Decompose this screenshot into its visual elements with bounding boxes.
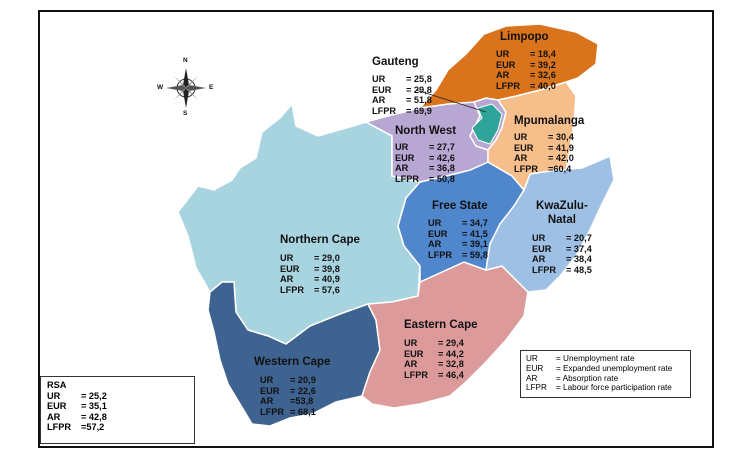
- stat-row: EUR = 22,6: [260, 385, 316, 396]
- stat-row: LFPR =60,4: [514, 163, 572, 174]
- stat-row: UR = 29,4: [404, 338, 464, 348]
- stat-row: EUR = 37,4: [532, 243, 592, 254]
- stat-row: AR = 42,0: [514, 153, 574, 164]
- legend-item: LFPR = Labour force participation rate: [526, 383, 672, 393]
- province-name: Gauteng: [372, 56, 419, 68]
- stat-row: UR = 27,7: [395, 142, 455, 152]
- stat-row: LFPR = 50,8: [395, 173, 455, 184]
- stat-row: UR = 20,9: [260, 375, 316, 385]
- province-stats: UR = 34,7 EUR = 41,5 AR = 39,1 LFPR = 59,8: [428, 218, 488, 260]
- stat-row: UR = 25,8: [372, 74, 432, 84]
- stat-row: LFPR = 69,9: [372, 105, 432, 116]
- stat-row: UR = 25,2: [47, 390, 107, 401]
- label-mpumalanga: Mpumalanga UR = 30,4 EUR = 41,9 AR = 42,0 L…: [514, 115, 584, 174]
- stat-row: LFPR = 40,0: [496, 80, 556, 91]
- province-stats: UR = 20,7 EUR = 37,4 AR = 38,4 LFPR = 48,5: [532, 233, 592, 275]
- stat-row: AR = 51,8: [372, 95, 432, 106]
- stat-row: EUR = 44,2: [404, 348, 464, 359]
- stat-row: LFPR = 59,8: [428, 249, 488, 260]
- stat-row: AR = 32,6: [496, 70, 556, 81]
- stat-row: AR = 40,9: [280, 274, 340, 285]
- province-stats: UR = 18,4 EUR = 39,2 AR = 32,6 LFPR = 40,0: [496, 49, 556, 91]
- stat-row: EUR = 41,9: [514, 142, 574, 153]
- legend-item: AR = Absorption rate: [526, 373, 619, 383]
- stat-row: LFPR = 68,1: [260, 406, 316, 417]
- region-limpopo[interactable]: [418, 23, 599, 110]
- region-gauteng-core: [471, 103, 503, 145]
- province-stats: UR = 29,0 EUR = 39,8 AR = 40,9 LFPR = 57,6: [280, 253, 360, 295]
- compass-icon: [166, 68, 206, 108]
- province-stats: UR = 30,4 EUR = 41,9 AR = 42,0 LFPR =60,4: [514, 132, 584, 174]
- legend-item: UR = Unemployment rate: [526, 354, 635, 363]
- province-stats: UR = 20,9 EUR = 22,6 AR =53,8 LFPR = 68,1: [260, 375, 330, 417]
- stat-row: LFPR =57,2: [47, 422, 105, 433]
- label-kwazulu-natal: KwaZulu- Natal UR = 20,7 EUR = 37,4 AR = 38…: [532, 199, 592, 275]
- label-gauteng: Gauteng UR = 25,8 EUR = 29,8 AR = 51,8 LFPR…: [372, 56, 432, 116]
- province-stats: UR = 27,7 EUR = 42,6 AR = 36,8 LFPR = 50,8: [395, 142, 456, 184]
- province-name: Western Cape: [254, 356, 331, 368]
- compass-west: W: [157, 84, 164, 91]
- stat-row: EUR = 35,1: [47, 401, 107, 412]
- province-stats: UR = 29,4 EUR = 44,2 AR = 32,8 LFPR = 46,4: [404, 338, 478, 380]
- stat-row: AR = 32,8: [404, 359, 464, 370]
- label-limpopo: Limpopo UR = 18,4 EUR = 39,2 AR = 32,6 LFPR…: [496, 31, 556, 91]
- label-free-state: Free State UR = 34,7 EUR = 41,5 AR = 39,1 L…: [428, 200, 488, 260]
- label-north-west: North West UR = 27,7 EUR = 42,6 AR = 36,8 L…: [395, 125, 456, 184]
- stat-row: UR = 18,4: [496, 49, 556, 59]
- stat-row: AR = 42,8: [47, 411, 107, 422]
- stat-row: UR = 20,7: [532, 233, 592, 243]
- compass-south: S: [183, 110, 188, 117]
- label-western-cape: Western Cape UR = 20,9 EUR = 22,6 AR =53,8 …: [254, 356, 330, 417]
- stat-row: EUR = 29,8: [372, 84, 432, 95]
- province-name: Free State: [432, 200, 488, 212]
- stat-row: LFPR = 46,4: [404, 369, 464, 380]
- stat-row: EUR = 39,8: [280, 263, 340, 274]
- stat-row: LFPR = 48,5: [532, 264, 592, 275]
- stat-row: EUR = 41,5: [428, 228, 488, 239]
- stat-row: EUR = 39,2: [496, 59, 556, 70]
- province-stats: UR = 25,8 EUR = 29,8 AR = 51,8 LFPR = 69,9: [372, 74, 432, 116]
- province-name: Northern Cape: [280, 234, 360, 246]
- province-name: Mpumalanga: [514, 115, 585, 127]
- compass-north: N: [183, 57, 188, 64]
- stat-row: UR = 29,0: [280, 253, 340, 263]
- label-eastern-cape: Eastern Cape UR = 29,4 EUR = 44,2 AR = 32,8…: [404, 319, 478, 380]
- stat-row: UR = 30,4: [514, 132, 574, 142]
- compass-east: E: [209, 84, 214, 91]
- stat-row: AR = 39,1: [428, 239, 488, 250]
- compass-rose: N S W E: [157, 57, 214, 117]
- label-northern-cape: Northern Cape UR = 29,0 EUR = 39,8 AR = 40,…: [280, 234, 360, 295]
- stat-row: EUR = 42,6: [395, 152, 455, 163]
- stat-row: AR =53,8: [260, 396, 314, 407]
- province-name: Eastern Cape: [404, 319, 478, 331]
- legend-item: EUR = Expanded unemployment rate: [526, 363, 673, 373]
- map-legend: UR = Unemployment rate EUR = Expanded unem…: [520, 350, 691, 398]
- province-name: Limpopo: [500, 31, 549, 43]
- province-name: North West: [395, 125, 457, 137]
- stat-row: AR = 36,8: [395, 163, 455, 174]
- gauteng-pointer: [415, 89, 487, 113]
- national-title: RSA: [47, 380, 67, 390]
- stat-row: UR = 34,7: [428, 218, 488, 228]
- stat-row: LFPR = 57,6: [280, 284, 340, 295]
- stat-row: AR = 38,4: [532, 254, 592, 265]
- national-summary-box: RSA UR = 25,2 EUR = 35,1 AR = 42,8 LFPR =57,…: [40, 376, 195, 444]
- province-name: KwaZulu- Natal: [536, 200, 588, 226]
